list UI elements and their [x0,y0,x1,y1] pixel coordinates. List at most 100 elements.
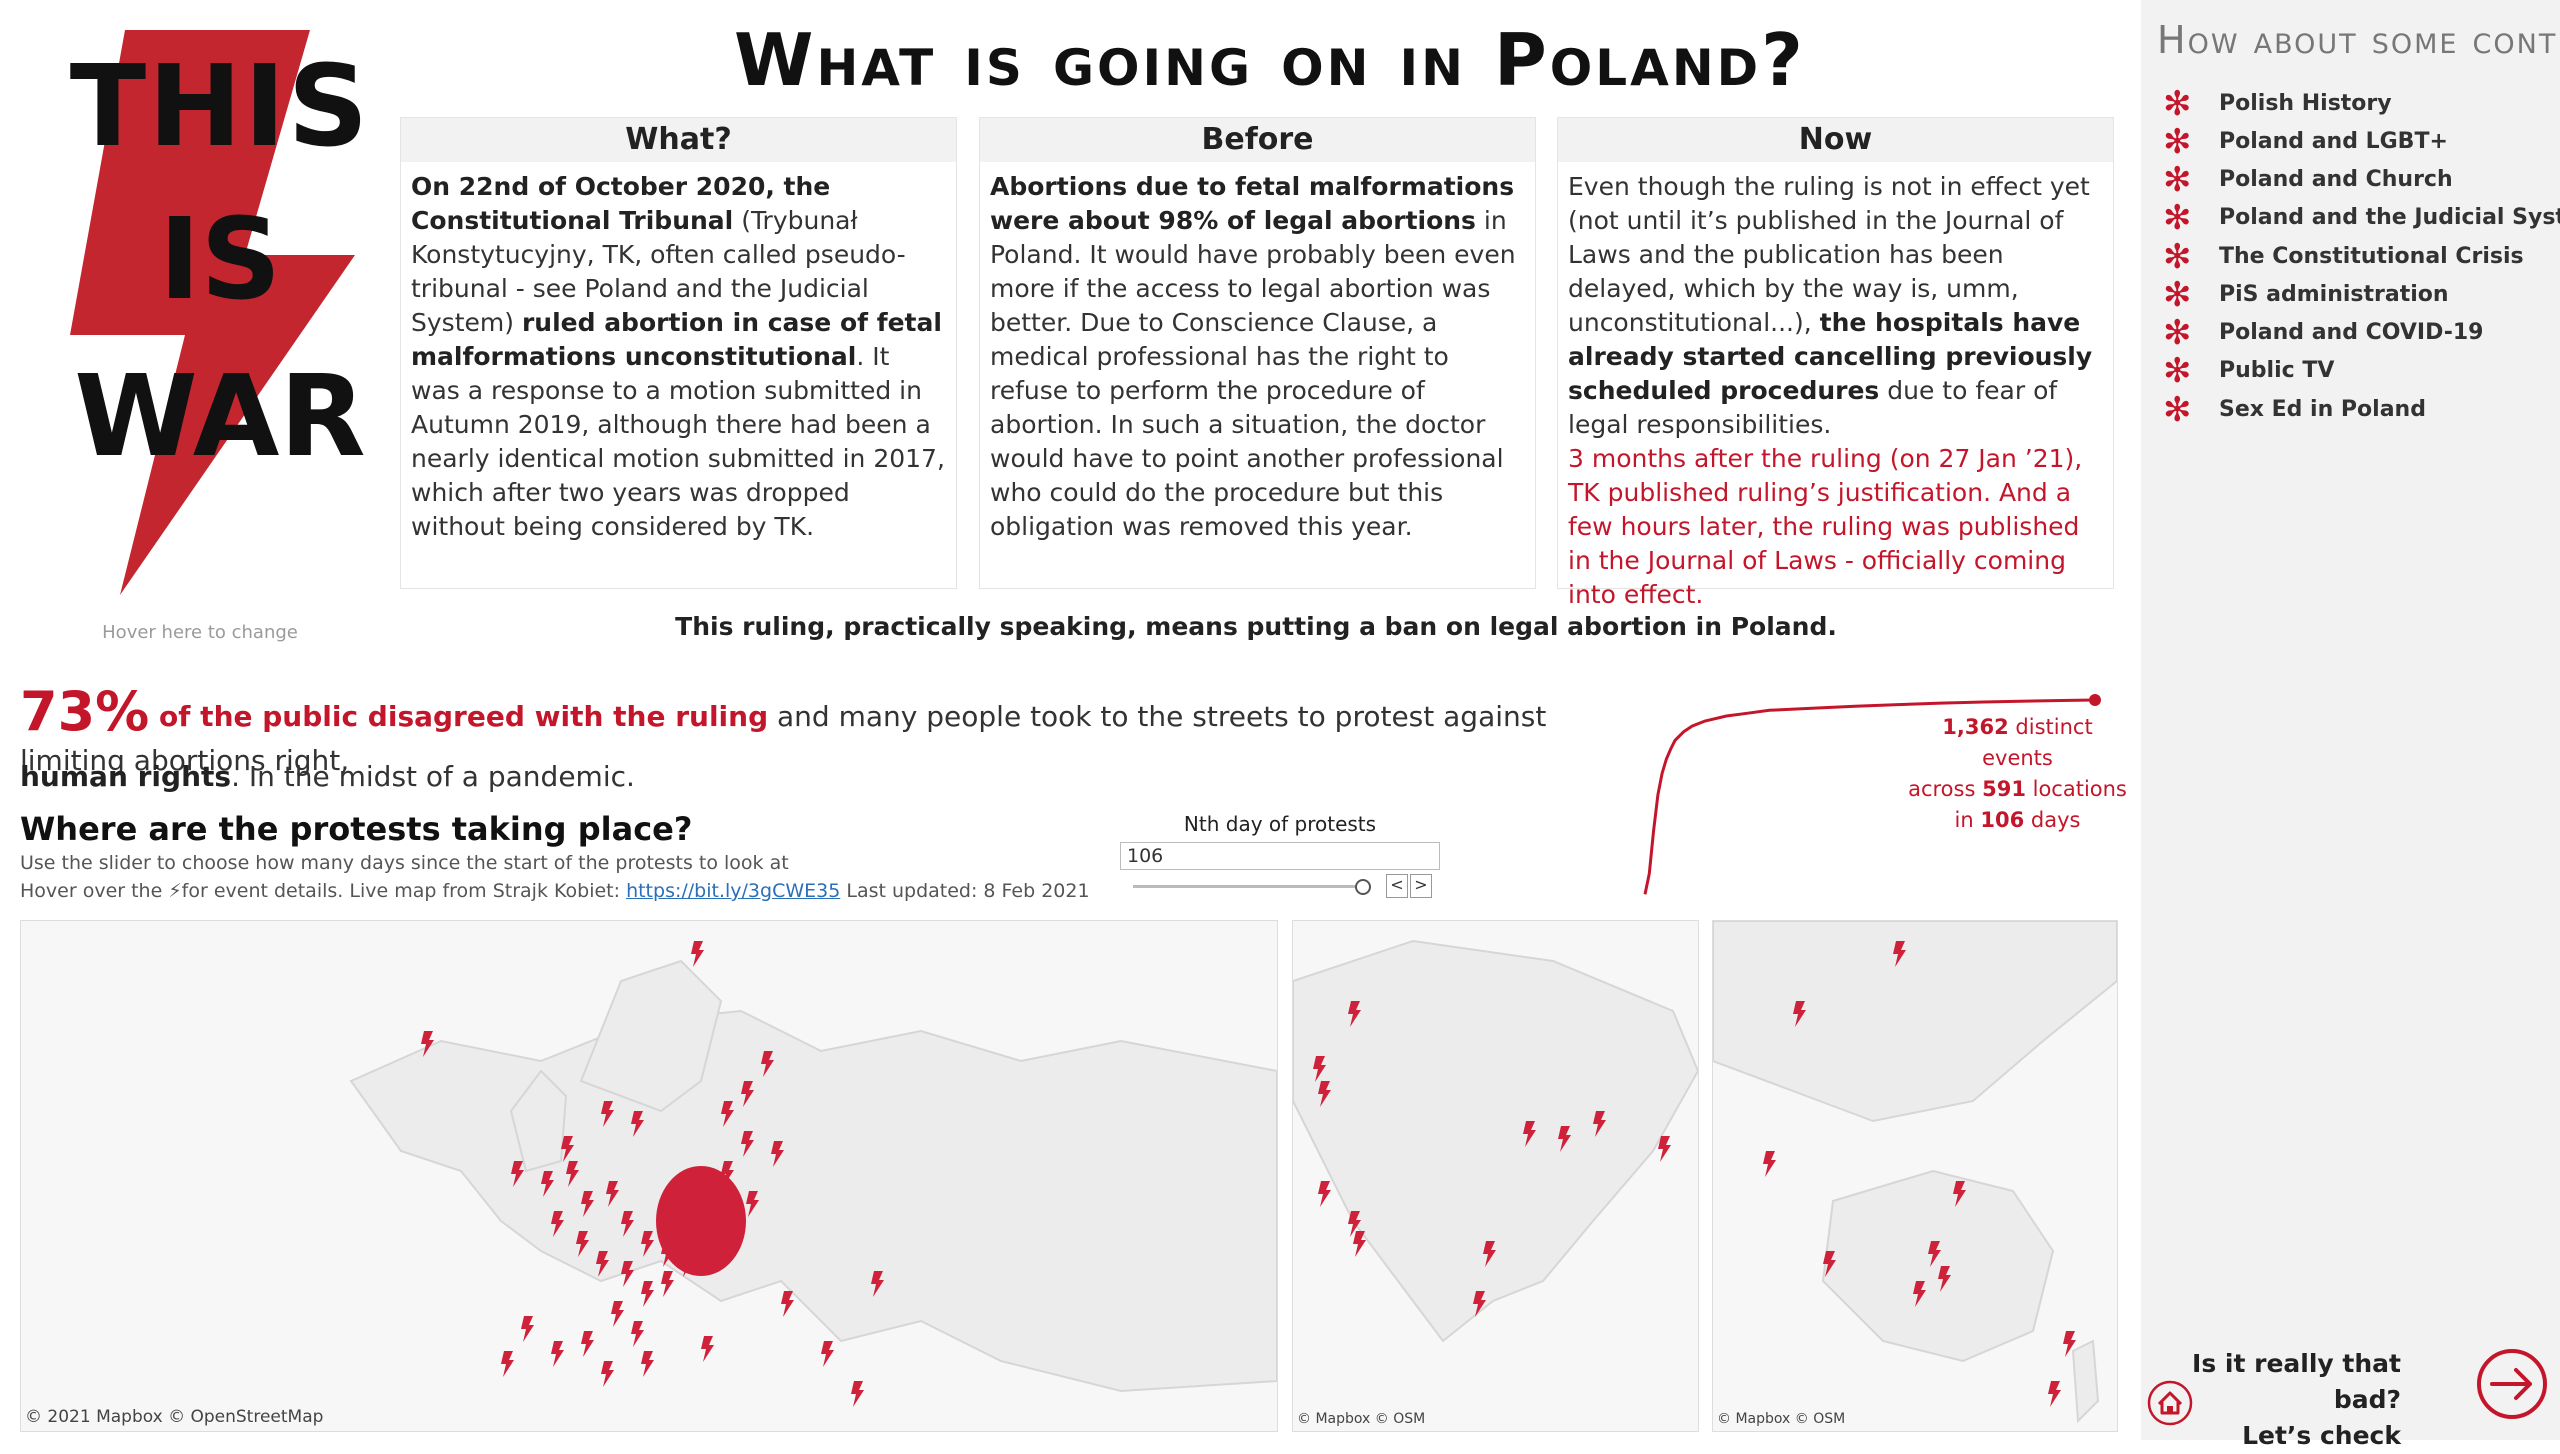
protest-bolt-icon[interactable] [631,1111,644,1137]
day-input[interactable]: 106 [1120,842,1440,870]
protest-bolt-icon[interactable] [681,1251,694,1277]
asterisk-icon: ✻ [2163,351,2192,391]
protest-bolt-icon[interactable] [581,1331,594,1357]
protest-bolt-icon[interactable] [1473,1291,1486,1317]
protest-bolt-icon[interactable] [1593,1111,1606,1137]
protest-bolt-icon[interactable] [721,1101,734,1127]
protest-bolt-icon[interactable] [1318,1081,1331,1107]
protest-bolt-icon[interactable] [576,1231,589,1257]
day-slider-thumb[interactable] [1355,879,1371,895]
europe-protest-map[interactable]: © 2021 Mapbox © OpenStreetMap [20,920,1278,1432]
new-zealand-landmass [2071,1339,2100,1424]
sidebar-item-constitutional-crisis[interactable]: ✻ The Constitutional Crisis [2163,237,2524,277]
protest-bolt-icon[interactable] [701,1336,714,1362]
protest-bolt-icon[interactable] [541,1171,554,1197]
protest-bolt-icon[interactable] [581,1191,594,1217]
scandinavia-landmass [579,959,723,1113]
asia-pacific-protest-map[interactable]: © Mapbox © OSM [1712,920,2118,1432]
protest-bolt-icon[interactable] [641,1231,654,1257]
protest-bolt-icon[interactable] [691,941,704,967]
protest-bolt-icon[interactable] [501,1351,514,1377]
protest-bolt-icon[interactable] [561,1136,574,1162]
protest-bolt-icon[interactable] [1823,1251,1836,1277]
protest-bolt-icon[interactable] [761,1051,774,1077]
sidebar-item-lgbt[interactable]: ✻ Poland and LGBT+ [2163,122,2448,162]
bolt-icon [70,30,355,595]
sidebar-item-public-tv[interactable]: ✻ Public TV [2163,351,2335,391]
protest-bolt-icon[interactable] [606,1181,619,1207]
protest-bolt-icon[interactable] [2063,1331,2076,1357]
day-slider-track[interactable] [1133,885,1365,888]
sidebar-item-church[interactable]: ✻ Poland and Church [2163,160,2453,200]
sidebar-item-sex-ed[interactable]: ✻ Sex Ed in Poland [2163,390,2426,430]
protest-bolt-icon[interactable] [1558,1126,1571,1152]
protest-bolt-icon[interactable] [1348,1001,1361,1027]
protest-bolt-icon[interactable] [566,1161,579,1187]
protest-bolt-icon[interactable] [721,1161,734,1187]
asterisk-icon: ✻ [2163,313,2192,353]
protest-bolt-icon[interactable] [601,1361,614,1387]
slider-label: Nth day of protests [1183,812,1377,836]
protest-bolt-icon[interactable] [741,1131,754,1157]
protest-bolt-icon[interactable] [641,1281,654,1307]
protest-bolt-icon[interactable] [1523,1121,1536,1147]
protest-bolt-icon[interactable] [1938,1266,1951,1292]
protest-bolt-icon[interactable] [511,1161,524,1187]
asterisk-icon: ✻ [2163,390,2192,430]
protest-bolt-icon[interactable] [621,1211,634,1237]
protest-bolt-icon[interactable] [1953,1181,1966,1207]
protest-bolt-icon[interactable] [1353,1231,1366,1257]
protest-bolt-icon[interactable] [1658,1136,1671,1162]
protest-bolt-icon[interactable] [641,1351,654,1377]
america-map-credit: © Mapbox © OSM [1297,1411,1426,1427]
protest-bolt-icon[interactable] [661,1241,674,1267]
protest-bolt-icon[interactable] [631,1321,644,1347]
days-count: 106 [1980,808,2025,832]
now-panel-title: Now [1558,118,2113,162]
protest-bolt-icon[interactable] [1793,1001,1806,1027]
prev-day-button[interactable]: < [1386,874,1408,898]
protest-bolt-icon[interactable] [1348,1211,1361,1237]
protest-bolt-icon[interactable] [601,1101,614,1127]
next-arrow-icon[interactable] [2476,1348,2548,1420]
protest-bolt-icon[interactable] [781,1291,794,1317]
sidebar-item-covid[interactable]: ✻ Poland and COVID-19 [2163,313,2484,353]
north-america-protest-map[interactable]: © Mapbox © OSM [1292,920,1699,1432]
sidebar-item-polish-history[interactable]: ✻ Polish History [2163,84,2392,124]
now-panel-update: 3 months after the ruling (on 27 Jan ’21… [1568,444,2083,609]
protest-bolt-icon[interactable] [2048,1381,2061,1407]
locations-count: 591 [1982,777,2026,801]
protest-bolt-icon[interactable] [851,1381,864,1407]
strajk-kobiet-link[interactable]: https://bit.ly/3gCWE35 [626,880,841,902]
protest-bolt-icon[interactable] [1763,1151,1776,1177]
ban-statement: This ruling, practically speaking, means… [675,612,1837,641]
protest-bolt-icon[interactable] [551,1211,564,1237]
protest-bolt-icon[interactable] [421,1031,434,1057]
australia-landmass [1821,1169,2055,1363]
protest-bolt-icon[interactable] [551,1341,564,1367]
protest-bolt-icon[interactable] [621,1261,634,1287]
protest-bolt-icon[interactable] [1313,1056,1326,1082]
protest-bolt-icon[interactable] [521,1316,534,1342]
this-is-war-bolt-logo[interactable]: THIS IS WAR [70,30,370,595]
home-icon[interactable] [2147,1380,2193,1426]
logo-line-3: WAR [74,352,365,482]
poland-protest-cluster [656,1166,746,1276]
protest-bolt-icon[interactable] [821,1341,834,1367]
protest-bolt-icon[interactable] [741,1081,754,1107]
next-day-button[interactable]: > [1410,874,1432,898]
protest-bolt-icon[interactable] [746,1191,759,1217]
protest-bolt-icon[interactable] [1928,1241,1941,1267]
protest-bolt-icon[interactable] [1318,1181,1331,1207]
protest-bolt-icon[interactable] [596,1251,609,1277]
protest-bolt-icon[interactable] [611,1301,624,1327]
protest-bolt-icon[interactable] [771,1141,784,1167]
next-page-prompt[interactable]: Is it really that bad? Let’s check [2192,1349,2401,1450]
protest-bolt-icon[interactable] [1913,1281,1926,1307]
sidebar-item-pis[interactable]: ✻ PiS administration [2163,275,2449,315]
protest-bolt-icon[interactable] [1483,1241,1496,1267]
protest-bolt-icon[interactable] [1893,941,1906,967]
protest-bolt-icon[interactable] [661,1271,674,1297]
sidebar-item-judicial-system[interactable]: ✻Poland and the Judicial System [2163,198,2560,238]
protest-bolt-icon[interactable] [871,1271,884,1297]
